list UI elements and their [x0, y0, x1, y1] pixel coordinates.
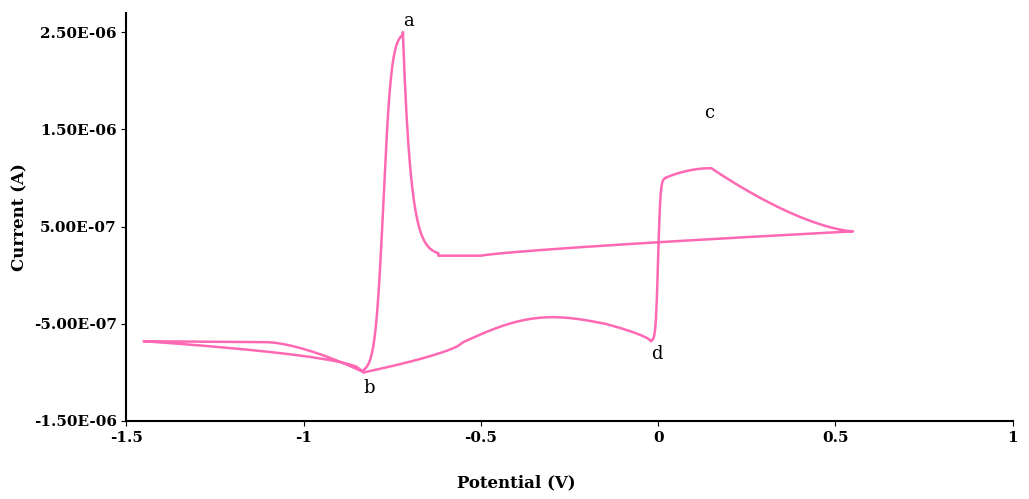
X-axis label: Potential (V): Potential (V) [457, 474, 575, 491]
Text: a: a [403, 12, 414, 30]
Text: c: c [704, 103, 714, 122]
Text: d: d [651, 345, 663, 363]
Y-axis label: Current (A): Current (A) [11, 163, 28, 271]
Text: b: b [364, 379, 376, 397]
